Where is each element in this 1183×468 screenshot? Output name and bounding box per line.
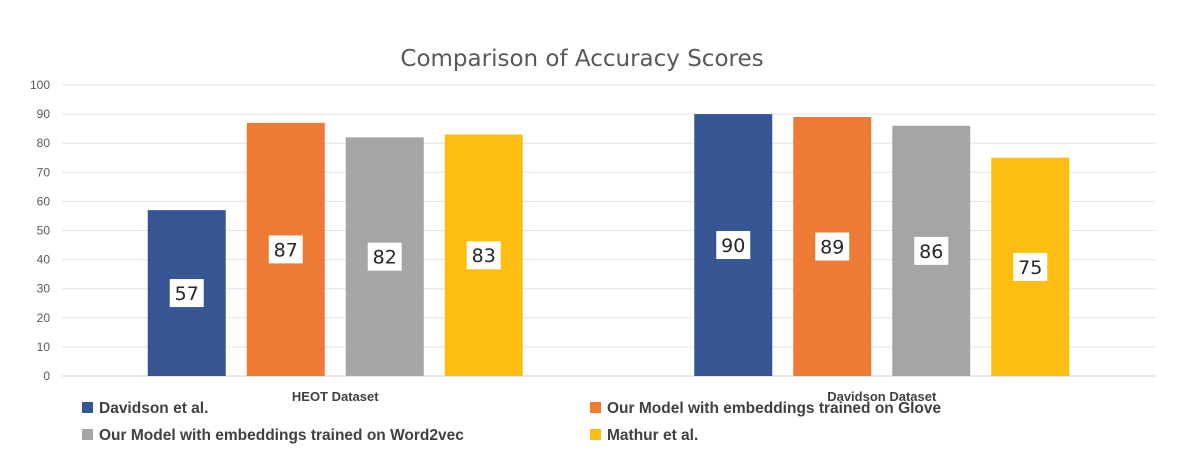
data-label-text: 90 bbox=[721, 235, 745, 257]
legend-swatch bbox=[590, 402, 601, 413]
data-label-text: 75 bbox=[1018, 257, 1042, 279]
legend-swatch bbox=[82, 402, 93, 413]
y-tick-label: 60 bbox=[37, 194, 51, 208]
data-label-box bbox=[914, 236, 949, 265]
data-label-box bbox=[716, 231, 751, 260]
data-label-text: 82 bbox=[373, 247, 397, 269]
data-label-text: 86 bbox=[919, 241, 943, 263]
data-label: 83 bbox=[466, 241, 501, 270]
y-tick-label: 100 bbox=[30, 78, 50, 92]
y-tick-label: 30 bbox=[37, 282, 51, 296]
chart-title: Comparison of Accuracy Scores bbox=[400, 46, 763, 72]
y-tick-label: 10 bbox=[37, 340, 51, 354]
y-tick-label: 70 bbox=[37, 165, 51, 179]
legend-item: Our Model with embeddings trained on Wor… bbox=[82, 427, 464, 444]
y-tick-label: 40 bbox=[37, 253, 51, 267]
legend-item: Davidson et al. bbox=[82, 400, 208, 417]
y-tick-label: 90 bbox=[37, 107, 51, 121]
y-tick-label: 20 bbox=[37, 311, 51, 325]
data-label: 89 bbox=[815, 232, 850, 261]
legend-label: Davidson et al. bbox=[99, 400, 208, 417]
data-label-text: 87 bbox=[274, 239, 298, 261]
legend-label: Our Model with embeddings trained on Glo… bbox=[607, 400, 942, 417]
data-label-box bbox=[169, 279, 204, 308]
data-labels: 57 87 82 83 90 89 86 75 bbox=[169, 231, 1048, 308]
data-label-text: 57 bbox=[175, 283, 199, 305]
data-label: 82 bbox=[367, 242, 402, 271]
data-label: 86 bbox=[914, 236, 949, 265]
data-label-text: 89 bbox=[820, 237, 844, 259]
data-label-box bbox=[1013, 252, 1048, 281]
legend-label: Mathur et al. bbox=[607, 427, 698, 444]
legend-swatch bbox=[82, 429, 93, 440]
data-label: 90 bbox=[716, 231, 751, 260]
legend-label: Our Model with embeddings trained on Wor… bbox=[99, 427, 464, 444]
y-axis-ticks: 0 10 20 30 40 50 60 70 80 90 100 bbox=[30, 78, 50, 383]
data-label-box bbox=[815, 232, 850, 261]
legend-item: Our Model with embeddings trained on Glo… bbox=[590, 400, 942, 417]
legend-item: Mathur et al. bbox=[590, 427, 698, 444]
data-label: 75 bbox=[1013, 252, 1048, 281]
y-tick-label: 50 bbox=[37, 224, 51, 238]
data-label: 57 bbox=[169, 279, 204, 308]
x-axis-ticks: HEOT Dataset Davidson Dataset bbox=[292, 389, 937, 404]
data-label-text: 83 bbox=[472, 245, 496, 267]
data-label: 87 bbox=[268, 235, 303, 264]
x-tick-label: HEOT Dataset bbox=[292, 389, 379, 404]
legend-swatch bbox=[590, 429, 601, 440]
data-label-box bbox=[466, 241, 501, 270]
y-tick-label: 0 bbox=[43, 369, 50, 383]
data-label-box bbox=[268, 235, 303, 264]
grid-layer bbox=[62, 84, 1155, 377]
legend: Davidson et al. Our Model with embeddings… bbox=[82, 400, 942, 444]
x-tick-label: Davidson Dataset bbox=[827, 389, 937, 404]
y-tick-label: 80 bbox=[37, 136, 51, 150]
data-label-box bbox=[367, 242, 402, 271]
